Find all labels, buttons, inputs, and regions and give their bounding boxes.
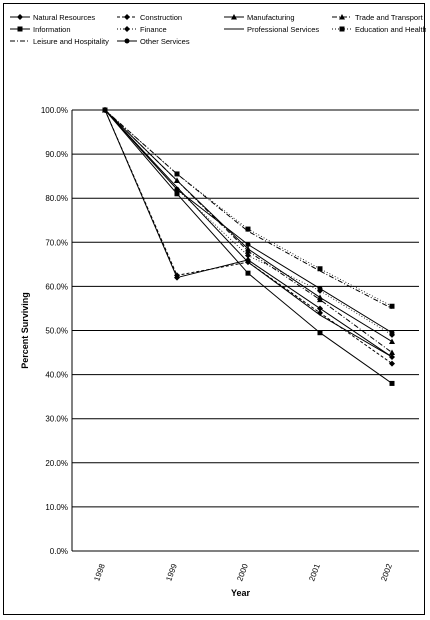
y-tick-label: 100.0%	[41, 106, 68, 115]
y-tick-label: 20.0%	[45, 459, 68, 468]
data-point-education-and-health	[245, 226, 251, 232]
series-line-finance	[104, 109, 393, 336]
y-tick-label: 10.0%	[45, 503, 68, 512]
x-axis-label: Year	[231, 588, 251, 598]
legend-marker-manufacturing	[231, 14, 237, 20]
y-tick-label: 30.0%	[45, 415, 68, 424]
legend-marker-trade-and-transport	[339, 14, 345, 20]
legend-label-trade-and-transport: Trade and Transport	[355, 13, 424, 22]
x-tick-label: 1998	[92, 562, 107, 582]
y-tick-label: 80.0%	[45, 194, 68, 203]
data-point-education-and-health	[317, 266, 323, 272]
data-point-other-services	[174, 186, 180, 192]
y-tick-label: 50.0%	[45, 327, 68, 336]
legend-label-construction: Construction	[140, 13, 182, 22]
y-axis-label: Percent Surviving	[20, 292, 30, 369]
legend-label-finance: Finance	[140, 25, 167, 34]
legend-label-information: Information	[33, 25, 71, 34]
chart-frame: 0.0% 10.0% 20.0% 30.0% 40.0% 50.0% 60.0% 70.0% 8…	[3, 3, 426, 615]
legend-marker-other-services	[124, 38, 130, 44]
legend-marker-education-and-health	[339, 26, 345, 32]
x-tick-label: 2002	[379, 562, 394, 582]
data-point-other-services	[389, 330, 395, 336]
data-point-trade-and-transport	[389, 349, 395, 356]
data-point-information	[245, 270, 251, 276]
legend-label-education-and-health: Education and Health	[355, 25, 426, 34]
data-point-trade-and-transport	[245, 248, 251, 254]
legend-marker-information	[17, 26, 23, 32]
data-point-education-and-health	[389, 303, 395, 309]
data-point-other-services	[245, 242, 251, 248]
legend-label-other-services: Other Services	[140, 37, 190, 46]
data-point-other-services	[317, 286, 323, 292]
data-point-information	[389, 380, 395, 386]
legend-marker-finance	[124, 26, 130, 32]
x-tick-label: 2000	[235, 562, 250, 582]
y-tick-label: 40.0%	[45, 371, 68, 380]
series-line-leisure-and-hospitality	[104, 109, 393, 309]
legend-marker-natural-resources	[17, 14, 23, 20]
legend-label-natural-resources: Natural Resources	[33, 13, 95, 22]
data-point-construction	[174, 272, 180, 279]
series-line-other-services	[104, 109, 393, 334]
x-tick-label: 2001	[307, 562, 322, 582]
legend-label-manufacturing: Manufacturing	[247, 13, 295, 22]
legend-label-professional-services: Professional Services	[247, 25, 319, 34]
y-tick-label: 60.0%	[45, 282, 68, 291]
y-tick-label: 70.0%	[45, 238, 68, 247]
data-point-natural-resources	[317, 305, 323, 312]
data-point-education-and-health	[174, 171, 180, 177]
data-point-construction	[389, 360, 395, 367]
x-tick-label: 1999	[164, 562, 179, 582]
legend-label-leisure-and-hospitality: Leisure and Hospitality	[33, 37, 109, 46]
series-line-professional-services	[104, 109, 393, 358]
y-tick-label: 90.0%	[45, 150, 68, 159]
series-line-natural-resources	[104, 109, 393, 358]
y-tick-label: 0.0%	[50, 547, 68, 556]
line-chart: 0.0% 10.0% 20.0% 30.0% 40.0% 50.0% 60.0% 70.0% 8…	[10, 13, 426, 598]
data-point-manufacturing	[389, 338, 395, 345]
data-point-information	[174, 191, 180, 197]
data-point-other-services	[102, 107, 108, 113]
data-point-trade-and-transport	[174, 177, 180, 184]
legend-marker-construction	[124, 14, 130, 20]
data-point-information	[317, 330, 323, 336]
data-point-trade-and-transport	[317, 296, 323, 303]
data-point-finance	[245, 252, 251, 259]
